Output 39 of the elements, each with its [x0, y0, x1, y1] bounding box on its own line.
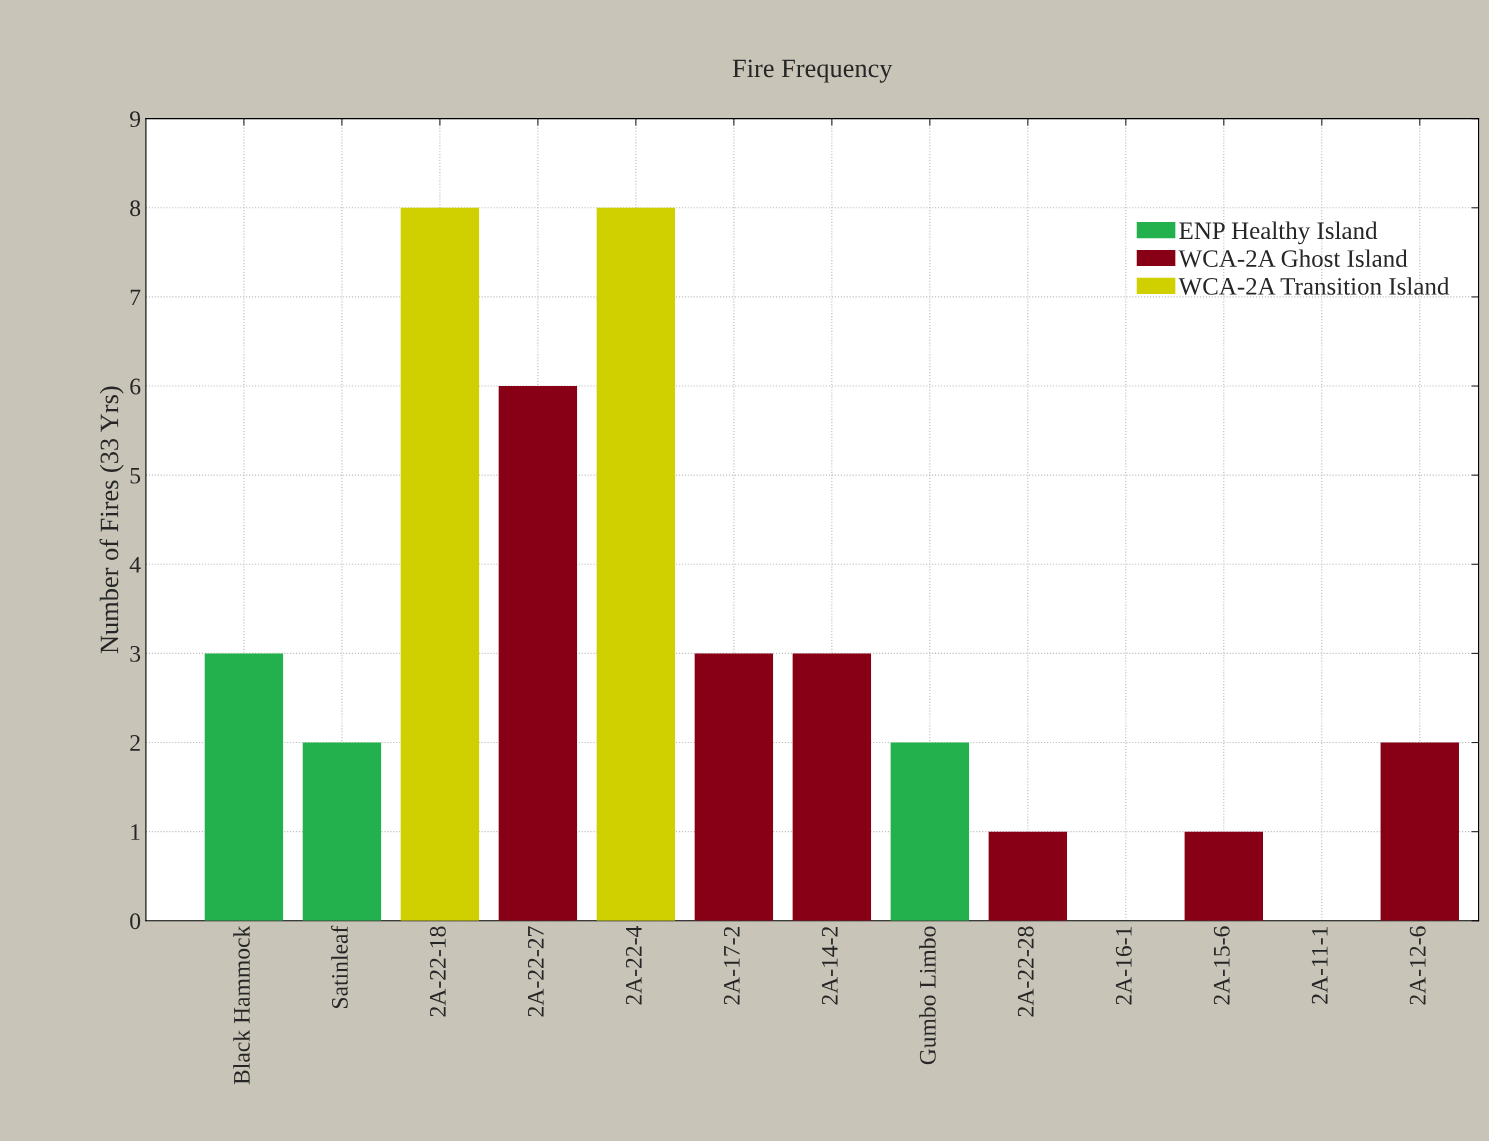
bar — [792, 653, 872, 921]
bar — [204, 653, 284, 921]
x-tick-label: 2A-22-4 — [625, 926, 642, 1005]
y-tick-label: 8 — [130, 200, 141, 217]
bar — [1380, 742, 1459, 921]
x-tick-label: 2A-17-2 — [723, 926, 740, 1005]
y-tick-label: 4 — [129, 556, 141, 573]
bar — [400, 207, 480, 921]
y-tick-label: 0 — [130, 913, 141, 930]
y-tick-label: 7 — [130, 289, 141, 306]
y-tick-label: 5 — [130, 467, 141, 484]
x-tick-label: 2A-22-18 — [429, 926, 446, 1017]
x-tick-label: 2A-14-2 — [821, 926, 838, 1005]
x-tick-label: Satinleaf — [330, 925, 348, 1008]
y-tick-label: 1 — [131, 824, 140, 840]
x-tick-label: 2A-16-1 — [1115, 927, 1132, 1005]
legend-label: WCA-2A Ghost Island — [1178, 249, 1408, 268]
legend-label: ENP Healthy Island — [1179, 221, 1378, 245]
chart-title: Fire Frequency — [732, 59, 893, 83]
x-tick-label: 2A-22-28 — [1017, 926, 1034, 1017]
bar — [302, 742, 382, 921]
x-tick-label: Gumbo Limbo — [919, 926, 936, 1065]
x-tick-label: 2A-22-27 — [527, 926, 544, 1017]
bar — [596, 207, 676, 921]
y-tick-label: 6 — [130, 378, 141, 395]
y-axis-title: Number of Fires (33 Yrs) — [99, 386, 124, 654]
x-tick-label: 2A-15-6 — [1213, 926, 1230, 1005]
bar — [890, 742, 970, 921]
bar — [694, 653, 774, 921]
bar — [498, 386, 578, 921]
x-tick-label: Black Hammock — [233, 925, 250, 1085]
legend-label: WCA-2A Transition Island — [1178, 277, 1450, 295]
y-tick-label: 2 — [130, 735, 140, 751]
y-tick-label: 9 — [130, 111, 141, 128]
bar — [1184, 831, 1263, 921]
x-tick-label: 2A-12-6 — [1409, 926, 1426, 1005]
x-tick-label: 2A-11-1 — [1311, 927, 1328, 1004]
bar — [988, 831, 1068, 921]
y-tick-label: 3 — [130, 645, 141, 662]
